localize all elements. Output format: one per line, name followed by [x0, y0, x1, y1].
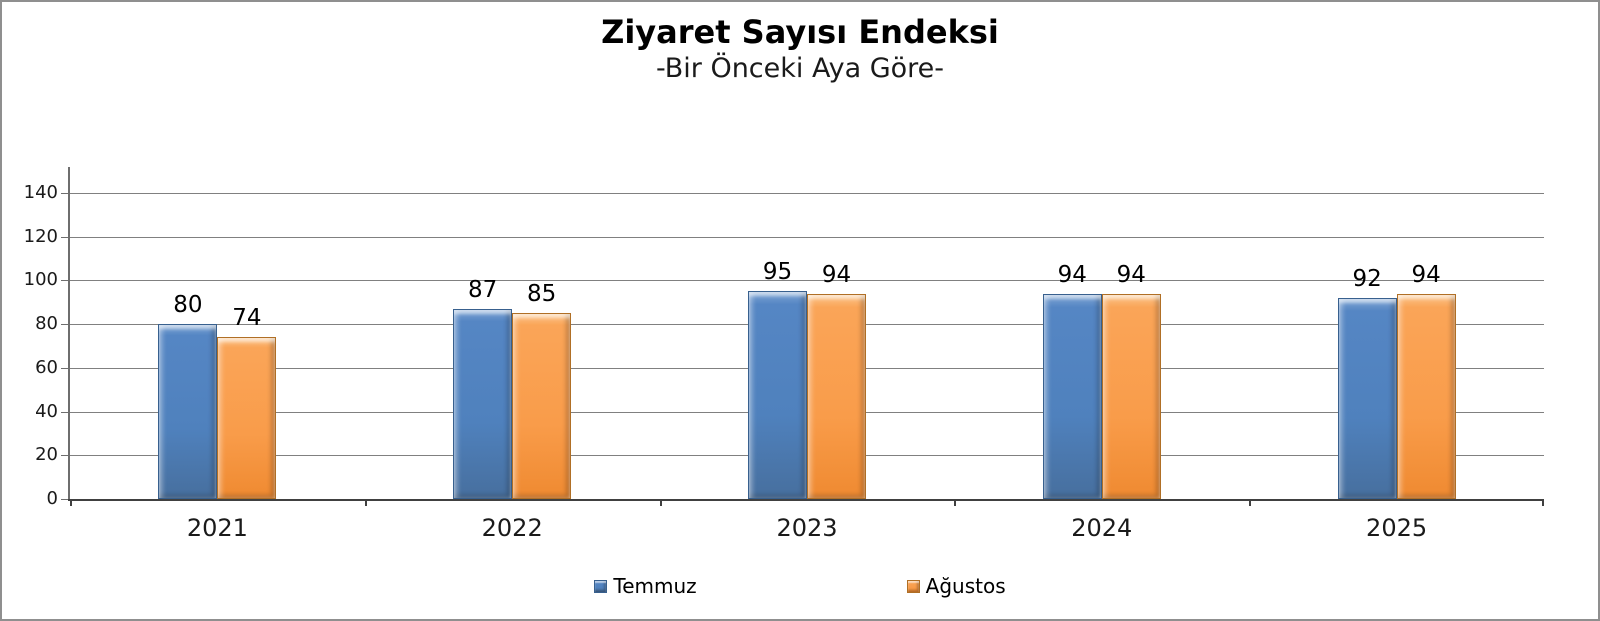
x-category-label: 2024	[1071, 514, 1133, 542]
bar-temmuz-2021	[158, 324, 218, 499]
y-tick-label: 80	[35, 313, 58, 335]
bar-ağustos-2023	[807, 294, 866, 499]
legend-item-ağustos: Ağustos	[906, 574, 1006, 598]
bar-label-ağustos-2021: 74	[232, 305, 262, 331]
y-tick-140	[61, 193, 68, 194]
bar-ağustos-2025	[1396, 294, 1456, 499]
y-axis-line	[68, 167, 70, 501]
bar-label-ağustos-2023: 94	[821, 262, 852, 288]
bar-label-ağustos-2022: 85	[527, 281, 557, 307]
title-area: Ziyaret Sayısı Endeksi -Bir Önceki Aya G…	[2, 12, 1598, 86]
bar-temmuz-2022	[453, 309, 513, 499]
x-category-label: 2022	[481, 514, 543, 542]
y-tick-label: 0	[46, 488, 58, 509]
x-category-label: 2025	[1366, 514, 1428, 542]
bar-label-temmuz-2021: 80	[173, 292, 203, 318]
y-tick-80	[61, 324, 68, 326]
gridline-140	[70, 193, 1544, 194]
legend-item-temmuz: Temmuz	[594, 574, 697, 598]
bar-temmuz-2025	[1337, 298, 1397, 499]
bar-label-ağustos-2025: 94	[1411, 262, 1441, 288]
x-axis-line	[68, 499, 1544, 501]
x-category-label: 2023	[776, 514, 838, 542]
y-tick-120	[61, 236, 68, 238]
legend-swatch-ağustos	[906, 579, 920, 593]
bar-label-temmuz-2024: 94	[1057, 262, 1087, 288]
y-tick-60	[61, 367, 68, 369]
y-tick-0	[61, 499, 68, 500]
y-tick-label: 20	[35, 444, 58, 466]
plot-area: 80 74 87 85 95 94 94 94 92 94	[61, 167, 1544, 506]
x-category-label: 2021	[186, 514, 248, 542]
bar-ağustos-2024	[1101, 294, 1161, 499]
y-tick-label: 40	[35, 400, 58, 422]
category-tick	[954, 499, 957, 506]
bar-label-ağustos-2024: 94	[1116, 262, 1146, 288]
y-tick-label: 60	[35, 356, 58, 378]
legend: Temmuz Ağustos	[2, 574, 1598, 598]
bar-temmuz-2023	[748, 291, 807, 499]
category-tick	[659, 499, 662, 506]
bar-label-temmuz-2022: 87	[468, 277, 498, 303]
category-tick	[70, 499, 72, 506]
category-tick	[1542, 499, 1544, 506]
y-tick-label: 140	[23, 182, 58, 203]
legend-swatch-temmuz	[594, 579, 608, 593]
chart-subtitle: -Bir Önceki Aya Göre-	[655, 53, 945, 84]
y-tick-100	[61, 280, 68, 282]
bar-label-temmuz-2025: 92	[1352, 266, 1382, 292]
y-tick-label: 100	[23, 269, 58, 291]
y-tick-20	[61, 455, 68, 457]
gridline-120	[70, 236, 1544, 238]
category-tick	[1249, 499, 1252, 506]
bar-temmuz-2024	[1042, 294, 1102, 499]
y-tick-label: 120	[23, 225, 58, 247]
y-tick-40	[61, 411, 68, 413]
legend-label-temmuz: Temmuz	[613, 574, 697, 598]
chart-title: Ziyaret Sayısı Endeksi	[601, 13, 999, 51]
gridline-100	[70, 280, 1544, 282]
category-tick	[364, 499, 367, 506]
legend-label-ağustos: Ağustos	[925, 574, 1006, 598]
bar-ağustos-2022	[512, 313, 572, 499]
bar-ağustos-2021	[217, 337, 277, 499]
bar-label-temmuz-2023: 95	[762, 259, 793, 285]
